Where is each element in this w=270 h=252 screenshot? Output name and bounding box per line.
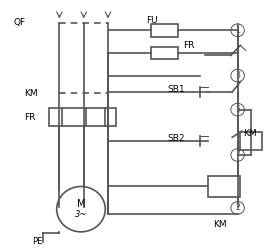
Text: 5: 5: [235, 105, 240, 114]
Text: SB1: SB1: [167, 85, 185, 94]
Text: KM: KM: [213, 220, 227, 229]
Text: SB2: SB2: [167, 134, 185, 143]
Bar: [151, 47, 178, 59]
Text: PE: PE: [32, 237, 43, 246]
Text: 7: 7: [235, 150, 240, 160]
Bar: [208, 176, 240, 197]
Text: KM: KM: [24, 89, 38, 98]
Text: 1: 1: [235, 26, 240, 35]
Text: KM: KM: [243, 129, 256, 138]
Text: FR: FR: [24, 113, 36, 122]
Text: FU: FU: [146, 16, 157, 25]
Text: M: M: [77, 199, 85, 209]
Bar: [49, 108, 116, 126]
Bar: [151, 24, 178, 37]
Text: FR: FR: [184, 41, 195, 50]
Text: 2: 2: [235, 203, 240, 212]
Text: 3: 3: [235, 71, 240, 80]
Text: 3~: 3~: [75, 210, 87, 219]
Text: QF: QF: [14, 18, 26, 27]
Bar: [240, 132, 262, 150]
